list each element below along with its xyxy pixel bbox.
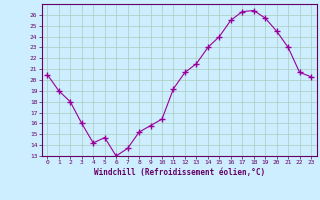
X-axis label: Windchill (Refroidissement éolien,°C): Windchill (Refroidissement éolien,°C): [94, 168, 265, 177]
